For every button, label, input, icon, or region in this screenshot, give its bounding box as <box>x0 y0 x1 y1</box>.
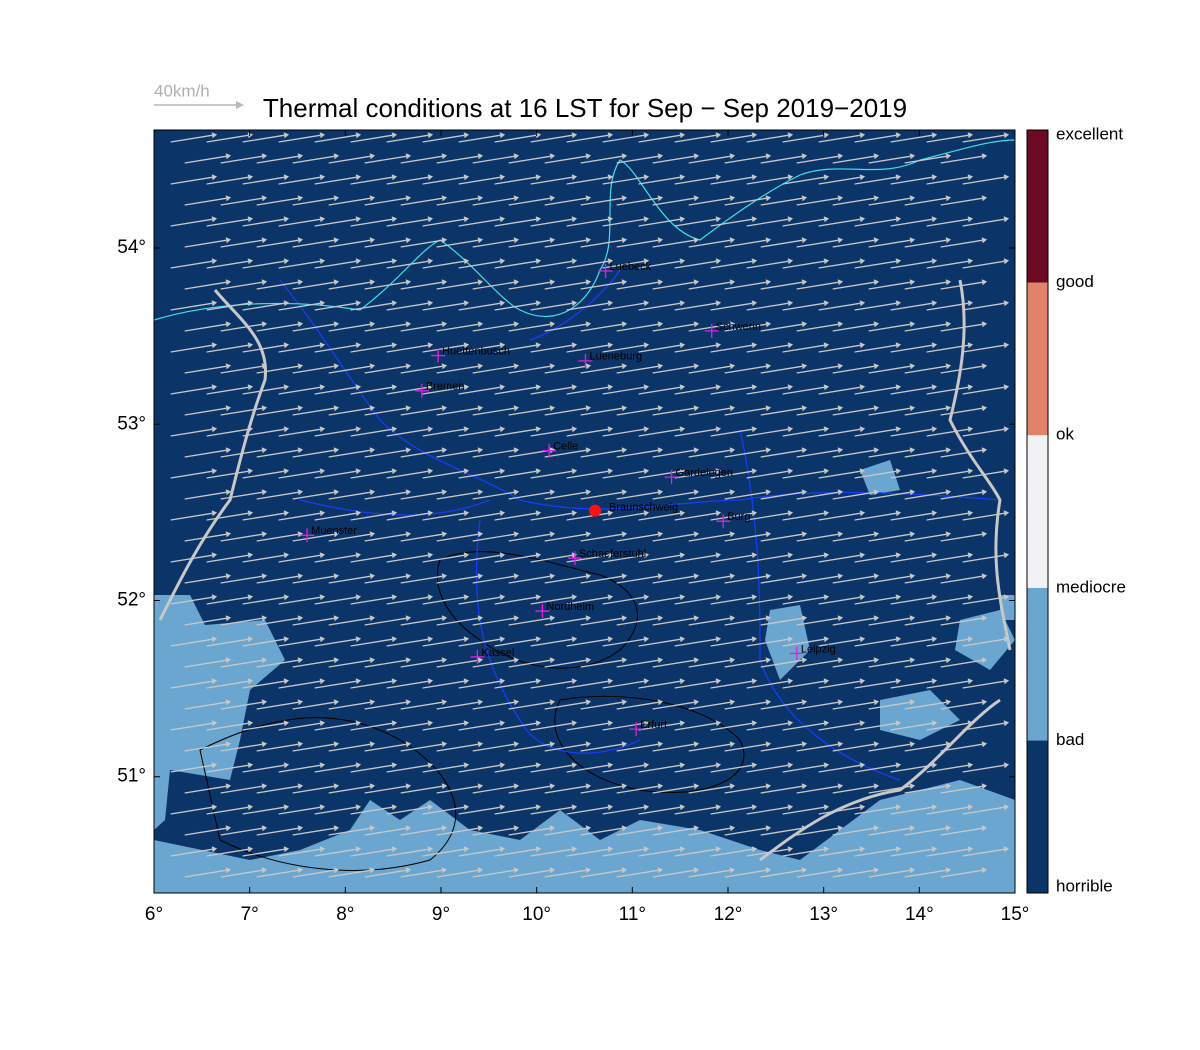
city-label: Erfurt <box>640 719 667 731</box>
x-tick-label: 13° <box>809 904 838 925</box>
city-label: Kassel <box>481 647 514 659</box>
map-title: Thermal conditions at 16 LST for Sep − S… <box>263 93 907 123</box>
colorbar-label: good <box>1056 272 1094 291</box>
y-tick-label: 51° <box>117 766 146 787</box>
city-marker <box>598 263 613 278</box>
colorbar-segment <box>1027 587 1048 741</box>
borders <box>279 269 1001 781</box>
city-label: Leipzig <box>801 643 836 655</box>
colorbar-segment <box>1027 435 1048 588</box>
city-label: Luebeck <box>610 261 652 273</box>
city-label: Burg <box>727 511 750 523</box>
wind-scale-label: 40km/h <box>154 81 210 100</box>
city-marker <box>470 649 485 664</box>
y-tick-label: 52° <box>117 590 146 611</box>
x-tick-label: 11° <box>619 904 646 925</box>
city-marker <box>789 646 804 661</box>
city-marker <box>542 443 557 458</box>
city-marker <box>567 551 582 566</box>
colorbar-label: horrible <box>1056 876 1113 895</box>
city-label: Gardelegen <box>676 467 734 479</box>
colorbar-label: excellent <box>1056 124 1123 143</box>
city-label: Schaeferstuhl <box>579 548 646 560</box>
x-tick-label: 15° <box>1001 904 1030 925</box>
contour-lines <box>199 551 745 871</box>
colorbar-label: bad <box>1056 730 1084 749</box>
city-marker <box>535 604 550 619</box>
site-label: Braunschweig <box>609 502 678 514</box>
city-label: Muenster <box>311 525 357 537</box>
city-label: Huettenbusch <box>442 345 510 357</box>
city-marker <box>414 383 429 398</box>
x-tick-label: 7° <box>241 904 259 925</box>
light-regions <box>154 460 1015 893</box>
city-marker <box>716 514 731 529</box>
colorbar-segment <box>1027 130 1048 283</box>
y-tick-label: 54° <box>117 237 146 258</box>
colorbar-segment <box>1027 740 1048 893</box>
y-tick-label: 53° <box>117 413 146 434</box>
x-tick-label: 14° <box>905 904 934 925</box>
city-label: Schwerin <box>716 321 761 333</box>
x-tick-label: 9° <box>432 904 450 925</box>
wind-arrows <box>170 134 1005 878</box>
city-marker <box>578 353 593 368</box>
colorbar-label: mediocre <box>1056 577 1126 596</box>
x-tick-label: 8° <box>336 904 354 925</box>
map-frame <box>153 129 1016 894</box>
city-marker <box>629 722 644 737</box>
colorbar-frame <box>1026 129 1049 894</box>
coastlines <box>153 139 1016 321</box>
city-label: Bremen <box>426 381 465 393</box>
colorbar-segment <box>1027 282 1048 436</box>
colorbar-label: ok <box>1056 425 1074 444</box>
x-tick-label: 12° <box>714 904 743 925</box>
x-tick-label: 10° <box>522 904 551 925</box>
city-label: Celle <box>553 441 578 453</box>
wind-scale-head <box>236 101 244 109</box>
city-label: Nordheim <box>546 601 594 613</box>
site-marker <box>589 504 602 517</box>
city-label: Lueneburg <box>589 351 642 363</box>
map-background <box>154 130 1015 893</box>
city-marker <box>664 470 679 485</box>
city-marker <box>704 323 719 338</box>
city-marker <box>431 348 446 363</box>
x-tick-label: 6° <box>145 904 163 925</box>
city-marker <box>300 528 315 543</box>
